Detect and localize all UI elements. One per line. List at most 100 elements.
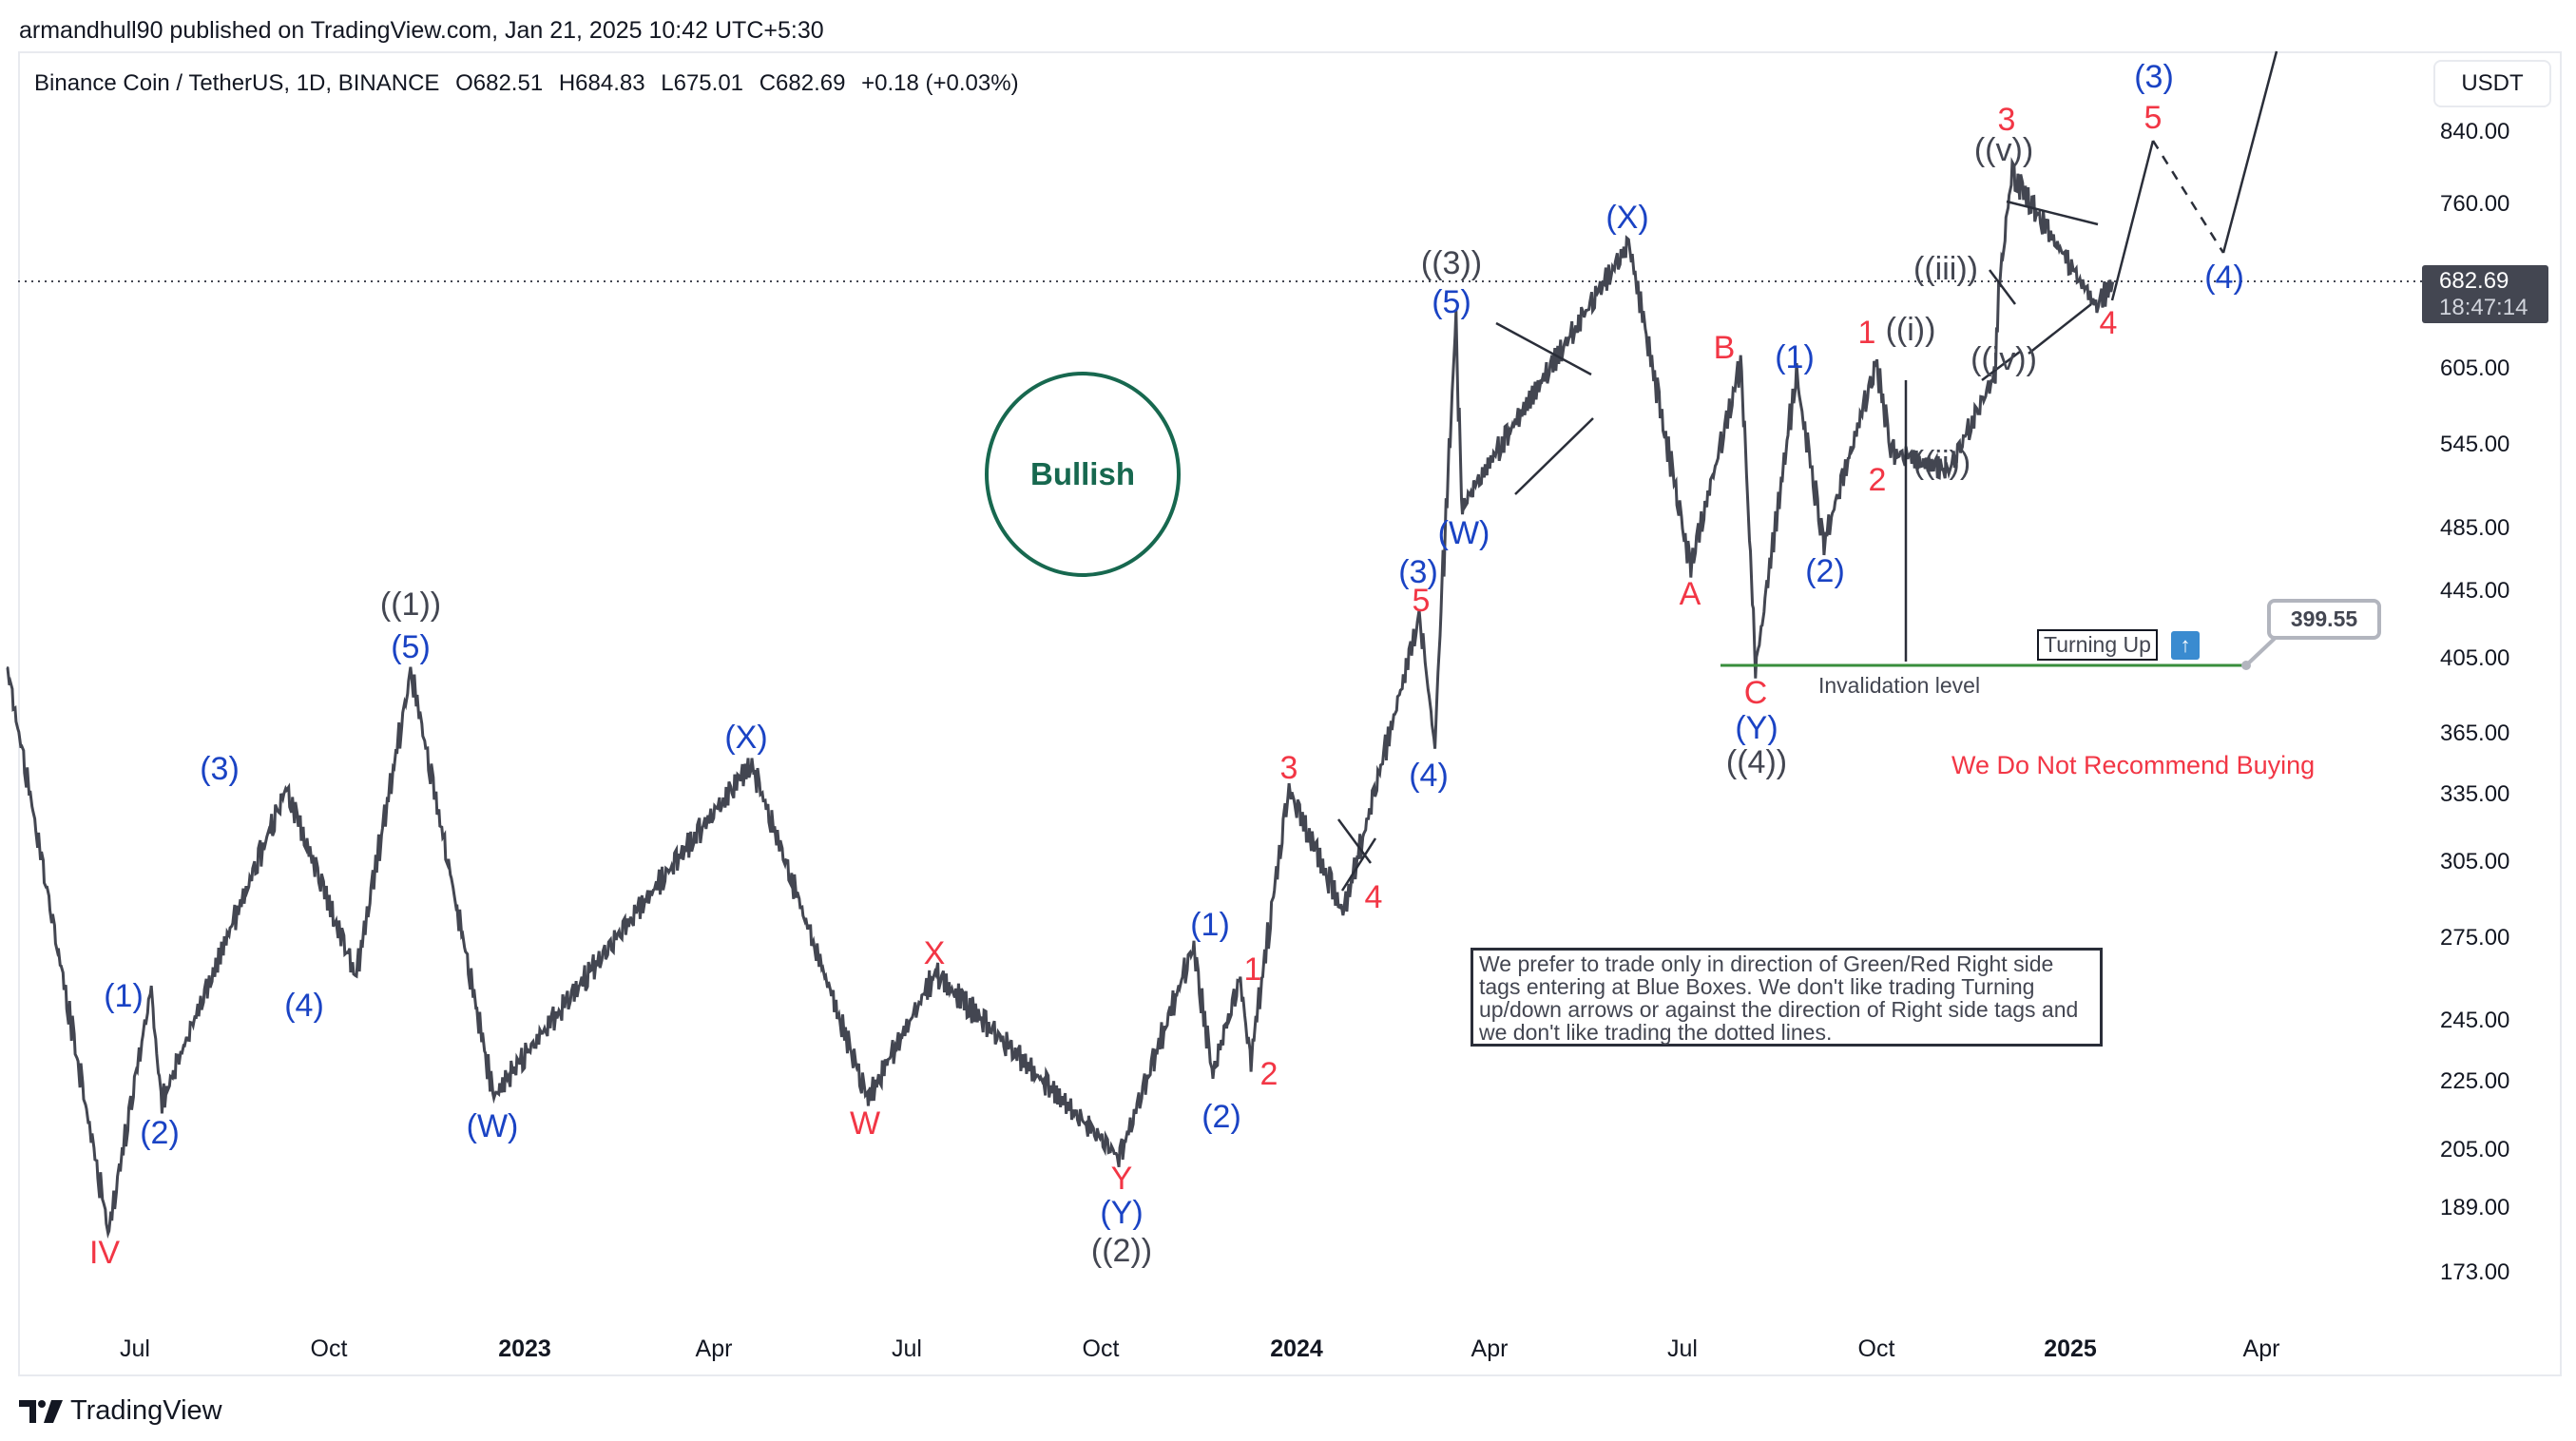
ohlc-low: L675.01: [661, 70, 744, 96]
warning-text: We Do Not Recommend Buying: [1951, 751, 2316, 779]
wave-label: (4): [2204, 259, 2244, 296]
wave-label: 2: [1259, 1056, 1278, 1092]
tradingview-logo-icon: [19, 1399, 63, 1423]
wave-label: IV: [88, 1235, 121, 1271]
wave-label: (2): [1201, 1099, 1241, 1135]
bullish-badge: Bullish: [985, 372, 1181, 577]
wave-label: (1): [1775, 339, 1815, 375]
last-price-tag: 682.69 18:47:14: [2422, 265, 2548, 323]
wave-label: (W): [1437, 515, 1490, 551]
time-tick: Jul: [120, 1335, 150, 1362]
time-tick-year: 2023: [498, 1335, 551, 1362]
wave-label: ((iv)): [1970, 341, 2037, 377]
ohlc-open: O682.51: [455, 70, 544, 96]
wave-label: 4: [2099, 305, 2118, 341]
time-tick: Jul: [892, 1335, 922, 1362]
trading-note-box: We prefer to trade only in direction of …: [1471, 948, 2103, 1047]
time-tick: Apr: [2242, 1335, 2280, 1362]
time-tick: Oct: [1082, 1335, 1120, 1362]
wave-label: (W): [466, 1108, 519, 1144]
price-tick: 760.00: [2440, 191, 2510, 217]
wave-label: 3: [1997, 102, 2016, 138]
price-tick: 245.00: [2440, 1008, 2510, 1033]
turn-up-arrow-icon: ↑: [2171, 631, 2200, 660]
invalidation-label: Invalidation level: [1818, 673, 1981, 698]
wave-label: 2: [1868, 462, 1887, 498]
wave-label: (4): [1409, 758, 1449, 794]
wave-label: (5): [391, 629, 431, 665]
time-tick-year: 2025: [2044, 1335, 2097, 1362]
price-tick: 225.00: [2440, 1068, 2510, 1094]
price-tick: 405.00: [2440, 645, 2510, 671]
currency-button[interactable]: USDT: [2433, 60, 2551, 107]
wave-label: ((v)): [1973, 132, 2034, 168]
wave-label: ((i)): [1885, 312, 1936, 348]
time-tick: Apr: [695, 1335, 733, 1362]
wave-label: (X): [1605, 200, 1649, 236]
wave-label: 1: [1243, 951, 1262, 988]
symbol-legend[interactable]: Binance Coin / TetherUS, 1D, BINANCE O68…: [34, 70, 1028, 97]
wave-label: (1): [1190, 907, 1230, 943]
wave-label: 1: [1857, 315, 1876, 351]
wave-label: 3: [1279, 750, 1298, 786]
wave-label: B: [1713, 330, 1736, 366]
wave-label: ((1)): [379, 586, 442, 623]
wave-label: A: [1679, 576, 1701, 612]
price-tick: 205.00: [2440, 1137, 2510, 1162]
tradingview-footer[interactable]: TradingView: [19, 1395, 222, 1427]
price-series: [6, 157, 2115, 1239]
wave-label: (X): [724, 720, 768, 756]
wave-label: ((3)): [1420, 245, 1483, 281]
price-tick: 173.00: [2440, 1259, 2510, 1285]
wave-label: C: [1743, 675, 1768, 711]
price-tick: 840.00: [2440, 119, 2510, 144]
wave-label: ((2)): [1090, 1233, 1153, 1269]
wave-label: (4): [284, 988, 324, 1024]
chart-frame[interactable]: [18, 51, 2562, 1376]
wave-label: W: [849, 1105, 881, 1142]
wave-label: (3): [200, 751, 240, 787]
time-tick: Jul: [1667, 1335, 1698, 1362]
ohlc-high: H684.83: [558, 70, 645, 96]
invalidation-price-callout: 399.55: [2267, 599, 2381, 640]
wave-label: (5): [1432, 284, 1471, 320]
wave-label: ((ii)): [1913, 445, 1971, 481]
wave-label: (Y): [1735, 710, 1778, 746]
tradingview-brand: TradingView: [70, 1395, 222, 1426]
wave-label: (3): [1398, 554, 1438, 590]
wave-label: ((iii)): [1913, 251, 1978, 287]
price-tick: 545.00: [2440, 432, 2510, 457]
symbol-name: Binance Coin / TetherUS, 1D, BINANCE: [34, 70, 440, 96]
price-tick: 275.00: [2440, 925, 2510, 951]
price-tick: 365.00: [2440, 720, 2510, 746]
turning-up-label: Turning Up: [2037, 629, 2158, 661]
last-price-value: 682.69: [2439, 268, 2509, 294]
bar-countdown: 18:47:14: [2439, 295, 2528, 320]
time-tick-year: 2024: [1270, 1335, 1323, 1362]
wave-label: (3): [2134, 59, 2174, 95]
wave-label: 4: [1364, 879, 1383, 915]
projection-path: [2110, 50, 2278, 301]
time-tick: Oct: [310, 1335, 348, 1362]
time-tick: Oct: [1857, 1335, 1895, 1362]
wave-label: (2): [1805, 553, 1845, 589]
price-tick: 445.00: [2440, 578, 2510, 604]
price-tick: 189.00: [2440, 1195, 2510, 1220]
wave-label: (Y): [1100, 1195, 1144, 1231]
price-change: +0.18 (+0.03%): [861, 70, 1019, 96]
wave-label: ((4)): [1725, 744, 1788, 780]
wave-label: 5: [2143, 100, 2163, 136]
price-tick: 485.00: [2440, 515, 2510, 541]
wave-label: Y: [1110, 1161, 1133, 1197]
wave-label: (1): [104, 978, 144, 1014]
wave-label: X: [923, 935, 946, 971]
published-by-line: armandhull90 published on TradingView.co…: [19, 17, 824, 44]
price-tick: 305.00: [2440, 849, 2510, 874]
price-tick: 605.00: [2440, 355, 2510, 381]
price-tick: 335.00: [2440, 781, 2510, 807]
wave-label: 5: [1412, 583, 1431, 619]
time-tick: Apr: [1471, 1335, 1509, 1362]
ohlc-close: C682.69: [759, 70, 846, 96]
wave-label: (2): [140, 1115, 180, 1151]
